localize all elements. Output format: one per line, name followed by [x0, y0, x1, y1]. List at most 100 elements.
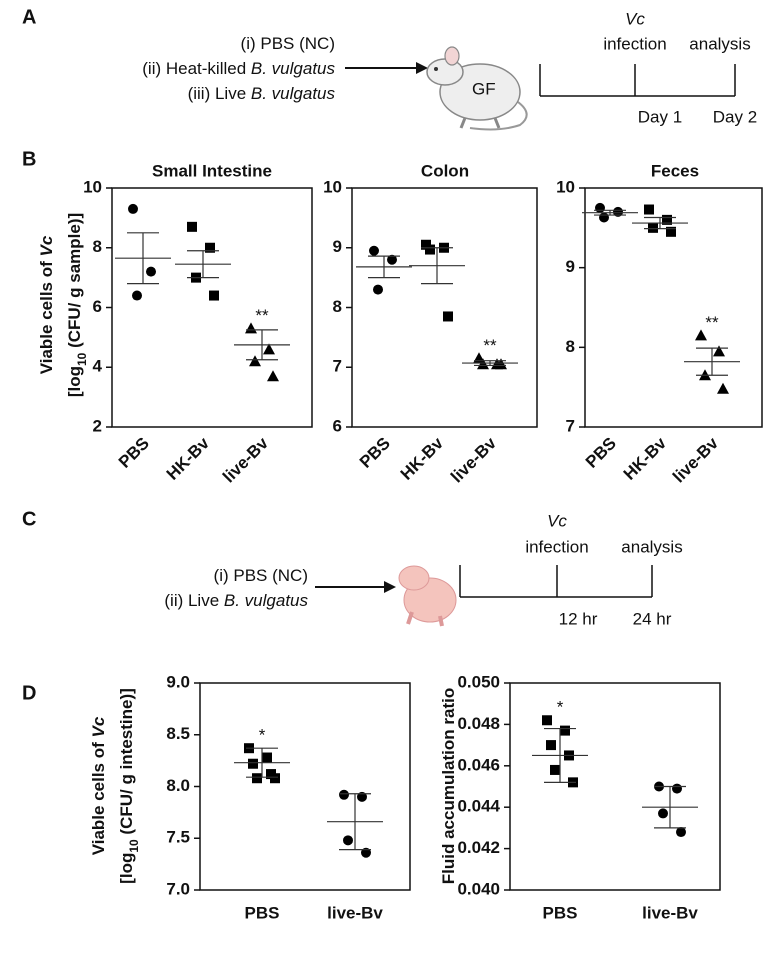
data-point [205, 242, 215, 253]
treatment-text: (iii) Live [188, 84, 251, 103]
y-tick-label: 0.048 [457, 714, 500, 733]
treatment-text: (i) PBS (NC) [241, 34, 335, 53]
x-tick-label: live-Bv [669, 433, 722, 486]
plot: 7.0 7.5 8.0 8.5 9.0 Viable cells of Vc [log10 … [89, 672, 411, 922]
plot-frame [584, 187, 763, 428]
y-tick-label: 6 [93, 297, 102, 316]
event: infection [525, 537, 588, 556]
y-tick-label: 10 [556, 177, 575, 196]
error-bar [339, 793, 371, 851]
x-tick-label: PBS [115, 434, 153, 472]
y-tick-label: 0.044 [457, 797, 500, 816]
panel-label: D [22, 682, 36, 704]
x-tick-label: PBS [543, 903, 578, 922]
data-point [263, 343, 275, 355]
y-axis-label-part: 10 [75, 352, 89, 366]
data-point [542, 715, 552, 726]
y-tick-label: 2 [93, 416, 102, 435]
event: infection [603, 34, 666, 53]
data-point [270, 773, 280, 784]
error-bar [246, 329, 278, 361]
chart-title: Small Intestine [152, 161, 272, 180]
time: 24 hr [633, 609, 672, 628]
plot: Feces 7 8 9 10 PBS HK-Bv live-Bv ** [556, 161, 763, 486]
y-axis-label-part: Viable cells of [37, 257, 56, 375]
y-tick-label: 7 [333, 357, 342, 376]
x-tick-label: HK-Bv [397, 433, 448, 484]
y-tick-label: 7 [566, 416, 575, 435]
y-axis-label-part: Fluid accumulation ratio [439, 688, 458, 884]
data-point [209, 290, 219, 301]
error-bar [368, 255, 400, 279]
data-point [425, 244, 435, 255]
time: 12 hr [559, 609, 598, 628]
mouse [426, 46, 528, 131]
y-tick-label: 0.046 [457, 755, 500, 774]
y-axis-label-part: [log [117, 853, 136, 884]
significance: ** [705, 313, 719, 332]
event: analysis [689, 34, 750, 53]
error-bar [544, 727, 576, 783]
y-axis-label: Viable cells of Vc [89, 716, 108, 855]
y-tick-label: 6 [333, 416, 342, 435]
x-tick-label: live-Bv [219, 433, 272, 486]
animal-label: GF [472, 79, 496, 98]
x-tick-label: HK-Bv [620, 433, 671, 484]
arrow-head [384, 581, 396, 593]
data-point [387, 254, 397, 265]
plot-frame [111, 187, 313, 428]
data-point [128, 203, 138, 214]
y-axis-label: Viable cells of Vc [37, 235, 56, 374]
treatment-species: B. vulgatus [251, 84, 336, 103]
error-bar [696, 347, 728, 376]
time: Day 2 [713, 107, 757, 126]
data-point [248, 758, 258, 769]
treatment-text: (ii) Live [164, 591, 224, 610]
y-tick-label: 0.042 [457, 838, 500, 857]
y-tick-label: 0.040 [457, 879, 500, 898]
data-point [339, 789, 349, 800]
treatment: (ii) Heat-killed B. vulgatus [142, 59, 335, 78]
data-point [357, 791, 367, 802]
y-axis-label: Fluid accumulation ratio [439, 688, 458, 884]
data-point [658, 808, 668, 819]
data-point [262, 752, 272, 763]
y-tick-label: 10 [83, 177, 102, 196]
error-bar [246, 747, 278, 778]
chart-title: Colon [421, 161, 469, 180]
x-tick-label: PBS [356, 434, 394, 472]
y-tick-label: 0.050 [457, 672, 500, 691]
data-point [373, 284, 383, 295]
data-point [361, 847, 371, 858]
event: analysis [621, 537, 682, 556]
y-tick-label: 4 [93, 357, 103, 376]
y-tick-label: 7.5 [166, 828, 190, 847]
treatment-species: B. vulgatus [251, 59, 336, 78]
treatment: (i) PBS (NC) [241, 34, 335, 53]
y-tick-label: 9.0 [166, 672, 190, 691]
x-tick-label: PBS [582, 434, 620, 472]
y-tick-label: 9 [566, 257, 575, 276]
error-bar [654, 785, 686, 829]
error-bar [421, 247, 453, 285]
data-point [595, 202, 605, 213]
y-axis-label-part: (CFU/ g sample)] [65, 213, 84, 353]
error-bar [187, 250, 219, 279]
data-point [245, 322, 257, 334]
data-point [550, 764, 560, 775]
schematic-c: (i) PBS (NC) (ii) Live B. vulgatus Vc in… [164, 511, 682, 628]
data-point [644, 204, 654, 215]
treatment: (i) PBS (NC) [214, 566, 308, 585]
data-point [187, 221, 197, 232]
chart-title: Feces [651, 161, 699, 180]
treatment-text: (i) PBS (NC) [214, 566, 308, 585]
treatment-text: (ii) Heat-killed [142, 59, 251, 78]
data-point [717, 382, 729, 394]
y-axis-label-part: [log [65, 366, 84, 397]
y-tick-label: 8.5 [166, 724, 190, 743]
pup [398, 565, 457, 627]
data-point [713, 345, 725, 357]
significance: * [259, 726, 266, 745]
data-point [132, 290, 142, 301]
data-point [599, 212, 609, 223]
